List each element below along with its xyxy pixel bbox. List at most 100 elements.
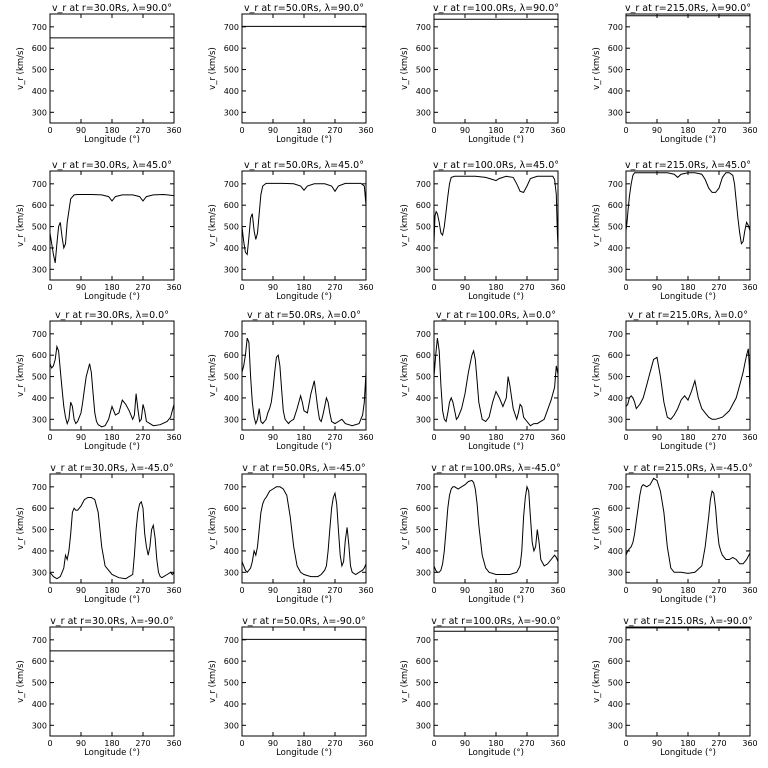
y-axis-label: v_r (km/s)	[16, 47, 26, 90]
y-tick-label: 700	[416, 483, 431, 492]
x-tick-label: 90	[76, 586, 86, 595]
x-tick-label: 0	[239, 433, 244, 442]
plot-frame	[433, 13, 559, 124]
plot-frame	[241, 170, 367, 281]
x-tick-label: 270	[327, 586, 342, 595]
y-tick-label: 700	[32, 180, 47, 189]
x-tick-label: 180	[488, 283, 503, 292]
y-tick-label: 400	[224, 87, 239, 96]
y-tick-label: 300	[608, 415, 623, 424]
panel-9: v_r at r=30.0Rs, λ=0.0° 0 90 180 270 360 300 40…	[16, 310, 182, 452]
panel-title: v_r at r=215.0Rs, λ=-90.0°	[623, 616, 752, 627]
x-tick-label: 90	[460, 433, 470, 442]
x-tick-label: 0	[623, 586, 628, 595]
y-tick-label: 400	[32, 394, 47, 403]
panel-2: v_r at r=50.0Rs, λ=90.0° 0 90 180 270 360 300 4…	[208, 3, 374, 145]
y-tick-label: 500	[608, 66, 623, 75]
x-tick-label: 360	[358, 126, 373, 135]
y-tick-label: 600	[608, 201, 623, 210]
y-tick-label: 500	[32, 679, 47, 688]
x-tick-label: 360	[166, 126, 181, 135]
plot-frame	[625, 473, 751, 584]
panel-title: v_r at r=30.0Rs, λ=0.0°	[55, 310, 169, 321]
data-series-line	[242, 486, 366, 578]
x-tick-label: 360	[550, 586, 565, 595]
x-tick-label: 90	[76, 433, 86, 442]
x-tick-label: 0	[623, 126, 628, 135]
y-tick-label: 400	[416, 87, 431, 96]
y-tick-label: 700	[608, 483, 623, 492]
y-tick-label: 300	[416, 415, 431, 424]
x-axis-label: Longitude (°)	[84, 135, 140, 145]
y-tick-label: 700	[224, 23, 239, 32]
y-tick-label: 500	[608, 373, 623, 382]
y-tick-label: 600	[416, 201, 431, 210]
plot-frame	[241, 13, 367, 124]
y-tick-label: 600	[224, 657, 239, 666]
data-series-line	[434, 175, 558, 248]
x-tick-label: 90	[652, 433, 662, 442]
plot-frame	[49, 13, 175, 124]
x-tick-label: 90	[268, 433, 278, 442]
y-tick-label: 500	[32, 526, 47, 535]
y-tick-label: 500	[224, 66, 239, 75]
x-tick-label: 180	[104, 739, 119, 748]
y-tick-label: 700	[608, 330, 623, 339]
x-tick-label: 180	[680, 739, 695, 748]
panel-11: v_r at r=100.0Rs, λ=0.0° 0 90 180 270 360 300 4…	[400, 310, 566, 452]
y-tick-label: 400	[224, 700, 239, 709]
data-series-line	[626, 348, 750, 420]
x-tick-label: 180	[488, 739, 503, 748]
panel-20: v_r at r=215.0Rs, λ=-90.0° 0 90 180 270 360 30…	[592, 616, 758, 758]
x-tick-label: 270	[135, 739, 150, 748]
x-tick-label: 270	[711, 586, 726, 595]
y-axis-label: v_r (km/s)	[592, 354, 602, 397]
y-axis-label: v_r (km/s)	[16, 507, 26, 550]
x-axis-label: Longitude (°)	[468, 748, 524, 758]
y-tick-label: 500	[224, 526, 239, 535]
y-tick-label: 600	[608, 657, 623, 666]
x-tick-label: 90	[460, 739, 470, 748]
y-tick-label: 500	[416, 526, 431, 535]
y-tick-label: 400	[224, 394, 239, 403]
panel-15: v_r at r=100.0Rs, λ=-45.0° 0 90 180 270 360 30…	[400, 463, 566, 605]
x-tick-label: 270	[711, 739, 726, 748]
x-tick-label: 0	[431, 433, 436, 442]
x-tick-label: 90	[76, 283, 86, 292]
x-axis-label: Longitude (°)	[84, 748, 140, 758]
x-tick-label: 90	[460, 126, 470, 135]
panel-5: v_r at r=30.0Rs, λ=45.0° 0 90 180 270 360 300 4…	[16, 160, 182, 302]
x-tick-label: 180	[680, 126, 695, 135]
y-tick-label: 400	[608, 700, 623, 709]
y-tick-label: 600	[32, 657, 47, 666]
y-tick-label: 400	[416, 394, 431, 403]
x-axis-label: Longitude (°)	[468, 292, 524, 302]
panel-6: v_r at r=50.0Rs, λ=45.0° 0 90 180 270 360 300 4…	[208, 160, 374, 302]
y-tick-label: 400	[224, 547, 239, 556]
y-tick-label: 400	[416, 244, 431, 253]
y-tick-label: 300	[32, 568, 47, 577]
x-tick-label: 270	[519, 126, 534, 135]
y-tick-label: 700	[416, 636, 431, 645]
data-series-line	[626, 172, 750, 245]
x-tick-label: 0	[623, 283, 628, 292]
x-tick-label: 0	[431, 283, 436, 292]
y-tick-label: 600	[416, 504, 431, 513]
y-axis-label: v_r (km/s)	[16, 660, 26, 703]
panel-title: v_r at r=100.0Rs, λ=0.0°	[436, 310, 556, 321]
panel-title: v_r at r=215.0Rs, λ=45.0°	[625, 160, 751, 171]
x-axis-label: Longitude (°)	[660, 595, 716, 605]
y-tick-label: 300	[416, 108, 431, 117]
y-axis-label: v_r (km/s)	[400, 507, 410, 550]
x-tick-label: 270	[711, 433, 726, 442]
x-axis-label: Longitude (°)	[84, 595, 140, 605]
y-axis-label: v_r (km/s)	[208, 204, 218, 247]
y-tick-label: 600	[32, 504, 47, 513]
x-tick-label: 0	[431, 126, 436, 135]
x-axis-label: Longitude (°)	[660, 292, 716, 302]
data-series-line	[242, 182, 366, 256]
y-tick-label: 300	[416, 568, 431, 577]
x-axis-label: Longitude (°)	[276, 748, 332, 758]
y-tick-label: 400	[32, 244, 47, 253]
y-tick-label: 600	[224, 44, 239, 53]
